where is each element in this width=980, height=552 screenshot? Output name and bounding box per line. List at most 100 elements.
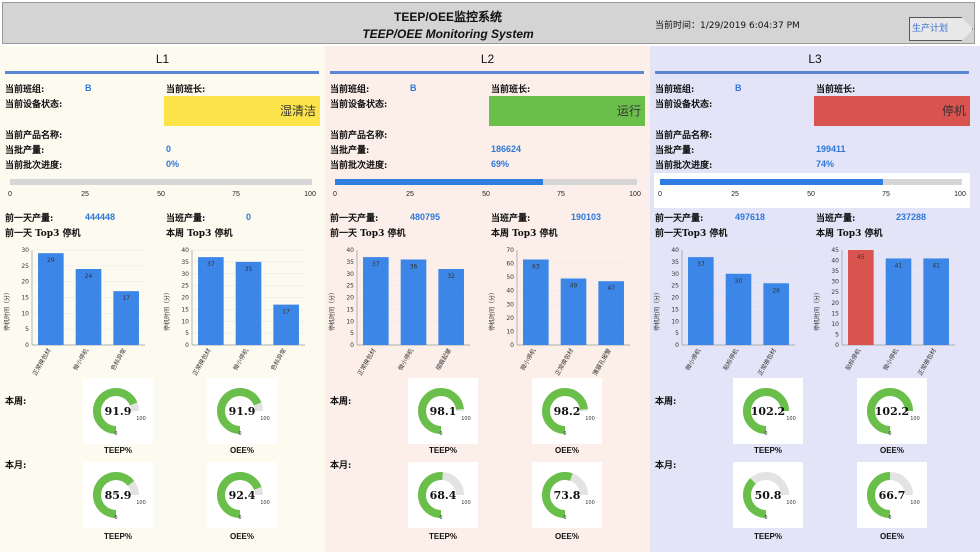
week-teep-gauge: 102.2 0 100	[733, 378, 803, 444]
week-downtime-chart: 停机时间（分） 0 5 10 15 20 25 30 35 40 45 45 贴标停机 41 微小停机 41 正…	[813, 247, 955, 377]
batch-output-value: 0	[166, 144, 172, 154]
y-tick-label: 70	[506, 247, 514, 254]
y-tick-label: 0	[350, 342, 354, 349]
y-tick-label: 5	[185, 330, 189, 337]
gauge-fill	[93, 388, 138, 434]
month-oee-gauge: 66.7 0 100	[857, 462, 927, 528]
line-title: L1	[155, 52, 170, 66]
shift-output-label: 当班产量:	[816, 214, 856, 224]
gauge-min-label: 0	[563, 431, 566, 437]
prev-day-downtime-chart: 停机时间（分） 0 5 10 15 20 25 30 35 40 37 正常换包材 36 微小停机 32 褶痕…	[328, 247, 470, 377]
gauge-min-label: 0	[238, 431, 241, 437]
y-tick-label: 35	[831, 268, 839, 275]
month-teep-gauge: 85.9 0 100	[83, 462, 153, 528]
shift-leader-label: 当前班长:	[816, 85, 856, 95]
shift-output-value: 237288	[896, 212, 927, 222]
gauge-min-label: 0	[888, 515, 891, 521]
device-status-badge: 停机	[814, 96, 970, 126]
line-panel-l2: L2 当前班组: B 当前班长: 当前设备状态: 运行 当前产品名称: 当批产量…	[325, 46, 650, 552]
bar-value-label: 32	[447, 273, 455, 280]
gauge-fill	[418, 472, 443, 518]
y-tick-label: 30	[21, 247, 29, 254]
y-tick-label: 5	[25, 326, 29, 333]
y-tick-label: 15	[831, 310, 839, 317]
week-oee-gauge: 98.2 0 100	[532, 378, 602, 444]
current-time: 当前时间：1/29/2019 6:04:37 PM	[655, 18, 800, 31]
shift-output-value: 0	[246, 212, 252, 222]
gauge-max-label: 100	[910, 416, 920, 422]
gauge-fill	[217, 388, 262, 434]
progress-tick: 100	[304, 191, 316, 198]
week-teep-gauge: 91.9 0 100	[83, 378, 153, 444]
bar-value-label: 35	[245, 266, 253, 273]
gauge-max-label: 100	[260, 416, 270, 422]
x-tick-label: 正常换包材	[916, 347, 938, 377]
current-time-label: 当前时间：	[655, 21, 701, 31]
bar-value-label: 37	[372, 261, 380, 268]
y-tick-label: 10	[21, 310, 29, 317]
y-tick-label: 30	[346, 271, 354, 278]
x-tick-label: 薄膜孔报警	[591, 347, 613, 377]
prev-day-downtime-chart: 停机时间（分） 0 5 10 15 20 25 30 29 正常换包材 24 微小停机 17 色标异常	[3, 247, 145, 377]
oee-label: OEE%	[879, 446, 904, 455]
bar-value-label: 36	[410, 264, 418, 271]
y-tick-label: 0	[835, 342, 839, 349]
gauge-max-label: 100	[136, 500, 146, 506]
gauge-value: 91.9	[229, 405, 256, 418]
line-title: L2	[480, 52, 495, 66]
y-axis-title: 停机时间（分）	[328, 289, 336, 331]
y-tick-label: 0	[675, 342, 679, 349]
this-week-label: 本周:	[5, 397, 27, 407]
progress-track	[335, 179, 637, 185]
production-plan-button[interactable]: 生产计划	[909, 17, 973, 41]
bar	[598, 281, 624, 345]
shift-group-label: 当前班组:	[330, 85, 370, 95]
x-tick-label: 微小停机	[396, 347, 415, 372]
prev-day-output-label: 前一天产量:	[5, 214, 54, 224]
bar-value-label: 17	[122, 295, 130, 302]
batch-output-label: 当批产量:	[330, 146, 370, 156]
bar	[923, 258, 949, 345]
progress-tick: 25	[731, 191, 739, 198]
y-tick-label: 25	[181, 283, 189, 290]
y-tick-label: 15	[346, 306, 354, 313]
this-week-label: 本周:	[655, 397, 677, 407]
week-chart-title: 本周 Top3 停机	[491, 229, 558, 239]
y-tick-label: 10	[671, 318, 679, 325]
bar-value-label: 49	[570, 283, 578, 290]
y-tick-label: 10	[346, 318, 354, 325]
bar-value-label: 37	[207, 261, 215, 268]
gauge-min-label: 0	[888, 431, 891, 437]
bar-value-label: 24	[85, 273, 93, 280]
page-title-en: TEEP/OEE Monitoring System	[362, 27, 534, 41]
gauge-max-label: 100	[136, 416, 146, 422]
teep-label: TEEP%	[428, 446, 457, 455]
bar-value-label: 17	[282, 309, 290, 316]
oee-label: OEE%	[554, 446, 579, 455]
bar-value-label: 30	[735, 278, 743, 285]
gauge-min-label: 0	[114, 515, 117, 521]
gauge-value: 85.9	[105, 489, 132, 502]
batch-progress-label: 当前批次进度:	[655, 161, 713, 171]
y-tick-label: 0	[185, 342, 189, 349]
progress-track	[660, 179, 962, 185]
bar-value-label: 41	[932, 262, 940, 269]
gauge-value: 68.4	[430, 489, 457, 502]
week-downtime-chart: 停机时间（分） 0 10 20 30 40 50 60 70 63 微小停机 49 正常换包材 47 薄膜孔…	[488, 247, 630, 377]
shift-group-value: B	[410, 83, 417, 93]
x-tick-label: 正常换包材	[191, 347, 213, 377]
prev-day-output-value: 480795	[410, 212, 441, 222]
product-name-label: 当前产品名称:	[655, 131, 713, 141]
bar	[848, 250, 874, 345]
bar-value-label: 37	[697, 261, 705, 268]
batch-progress-bar: 0 25 50 75 100	[329, 173, 645, 208]
bar-value-label: 41	[895, 262, 903, 269]
y-tick-label: 20	[831, 300, 839, 307]
gauge-value: 98.1	[430, 405, 457, 418]
x-tick-label: 微小停机	[231, 347, 250, 372]
current-time-value: 1/29/2019 6:04:37 PM	[700, 21, 800, 31]
y-tick-label: 15	[21, 295, 29, 302]
this-month-label: 本月:	[655, 461, 677, 471]
batch-output-label: 当批产量:	[655, 146, 695, 156]
batch-output-label: 当批产量:	[5, 146, 45, 156]
